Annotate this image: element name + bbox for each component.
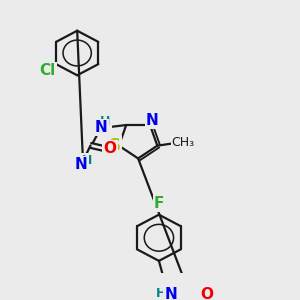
Text: Cl: Cl: [40, 63, 56, 78]
Text: S: S: [109, 137, 121, 155]
Text: N: N: [94, 120, 107, 135]
Text: O: O: [200, 286, 213, 300]
Text: H: H: [156, 287, 166, 300]
Text: CH₃: CH₃: [172, 136, 195, 149]
Text: H: H: [82, 154, 92, 167]
Text: N: N: [164, 287, 177, 300]
Text: O: O: [103, 141, 116, 156]
Text: F: F: [154, 196, 164, 211]
Text: N: N: [75, 158, 87, 172]
Text: N: N: [146, 112, 159, 128]
Text: H: H: [100, 115, 111, 128]
